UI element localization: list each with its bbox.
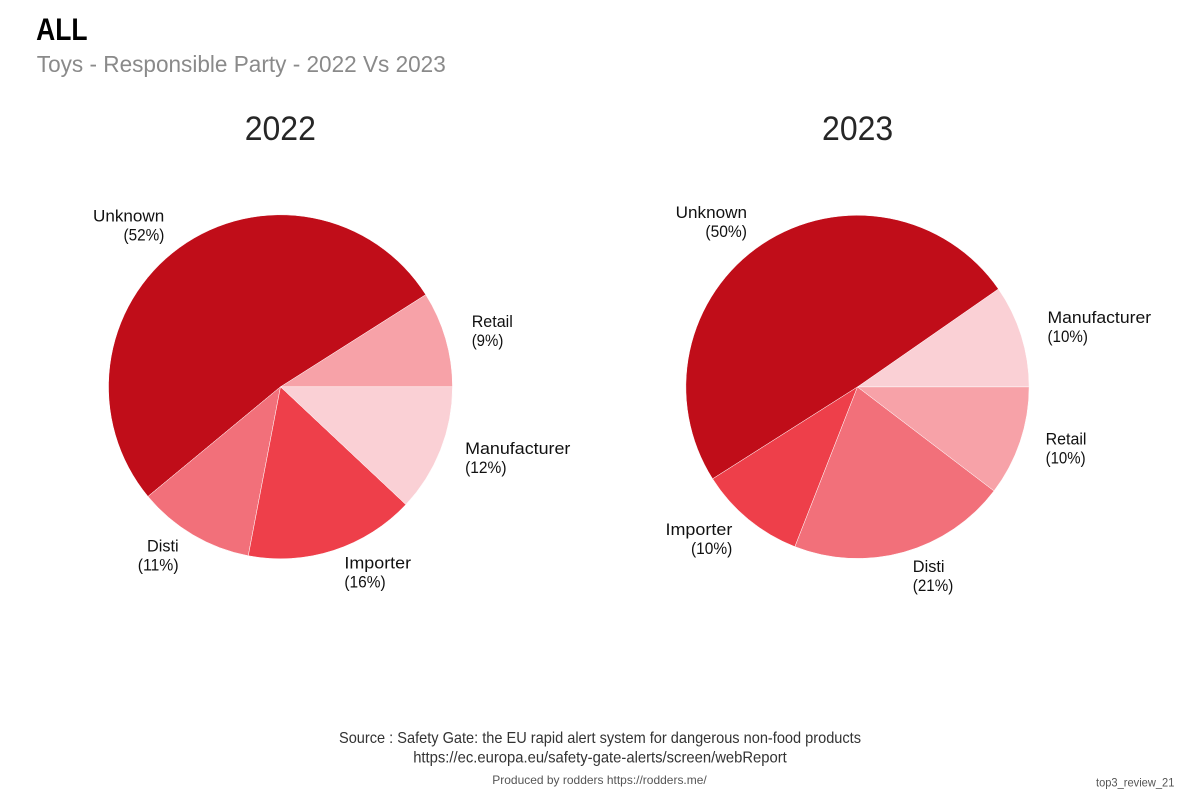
svg-text:top3_review_21: top3_review_21 (1096, 775, 1175, 789)
svg-text:Importer: Importer (666, 520, 733, 539)
svg-text:Disti: Disti (913, 557, 945, 576)
svg-text:2022: 2022 (245, 110, 316, 148)
svg-text:Unknown: Unknown (93, 206, 164, 225)
svg-text:Importer: Importer (344, 554, 411, 573)
svg-text:Disti: Disti (147, 537, 179, 556)
svg-text:Retail: Retail (1046, 430, 1087, 449)
svg-text:Manufacturer: Manufacturer (465, 439, 571, 458)
svg-text:(12%): (12%) (465, 458, 506, 477)
svg-text:ALL: ALL (36, 11, 87, 47)
svg-text:Manufacturer: Manufacturer (1048, 308, 1152, 327)
svg-text:(10%): (10%) (1046, 449, 1086, 468)
svg-text:(9%): (9%) (472, 331, 504, 350)
svg-text:(52%): (52%) (124, 225, 165, 244)
svg-text:(10%): (10%) (1048, 327, 1088, 346)
svg-text:(21%): (21%) (913, 576, 954, 595)
svg-text:Unknown: Unknown (676, 203, 747, 222)
svg-text:(11%): (11%) (138, 556, 179, 575)
svg-text:(10%): (10%) (691, 539, 732, 558)
svg-text:(16%): (16%) (344, 573, 385, 592)
svg-text:Retail: Retail (472, 312, 513, 331)
svg-text:Source : Safety Gate: the EU r: Source : Safety Gate: the EU rapid alert… (339, 730, 861, 747)
svg-text:Produced by rodders https://ro: Produced by rodders https://rodders.me/ (492, 773, 707, 787)
svg-text:Toys - Responsible Party - 202: Toys - Responsible Party - 2022 Vs 2023 (37, 51, 446, 77)
svg-text:https://ec.europa.eu/safety-ga: https://ec.europa.eu/safety-gate-alerts/… (413, 749, 787, 766)
svg-text:2023: 2023 (822, 110, 893, 148)
svg-text:(50%): (50%) (705, 222, 747, 241)
